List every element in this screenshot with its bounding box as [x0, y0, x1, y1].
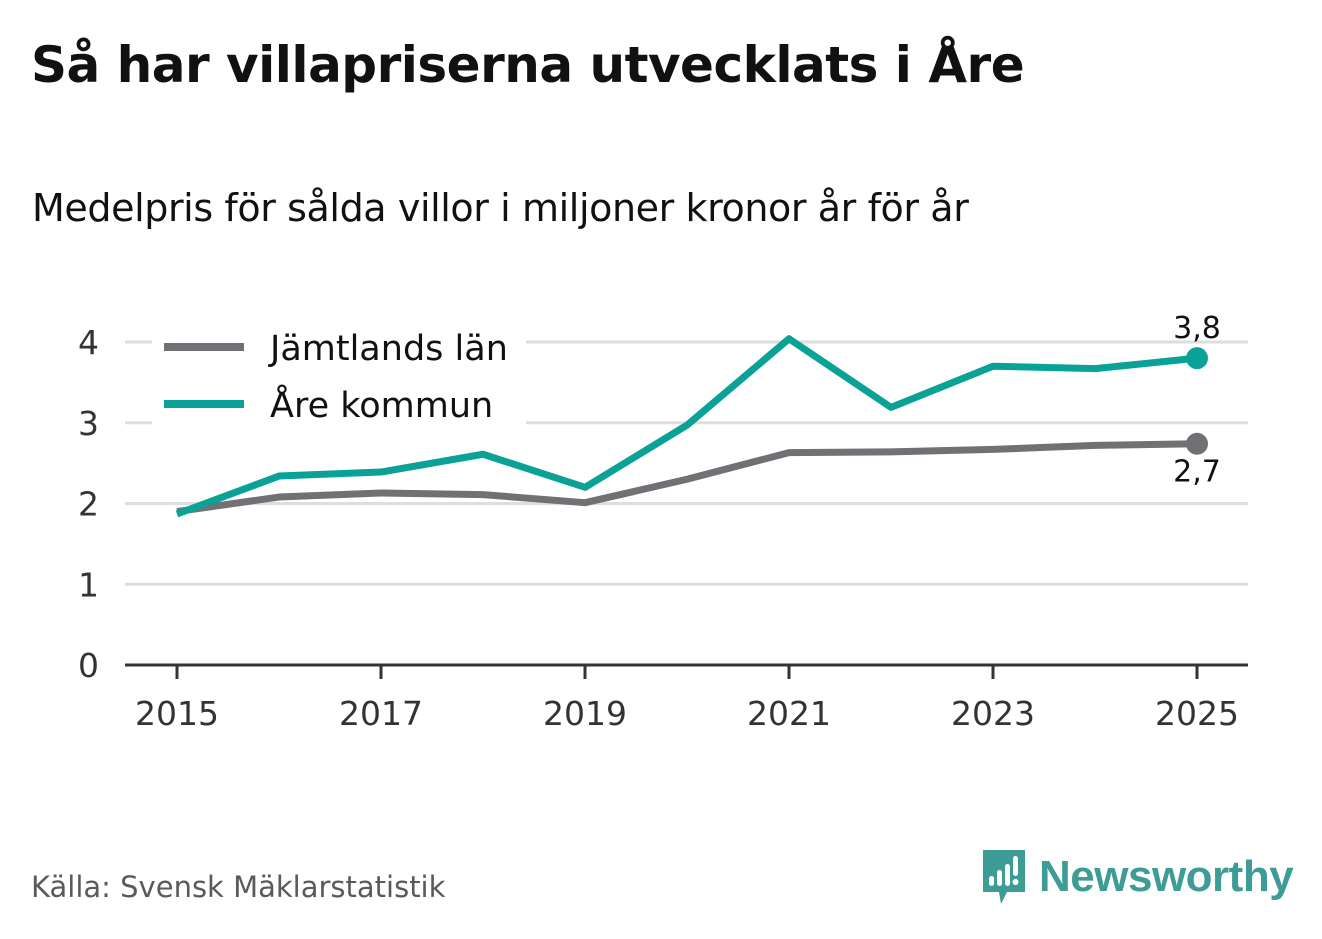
series-lines [175, 335, 1208, 518]
x-axis: 2015 2017 2019 2021 2023 2025 [125, 663, 1248, 733]
source-note: Källa: Svensk Mäklarstatistik [31, 870, 446, 904]
bar-chart-speech-bubble-icon [983, 850, 1025, 904]
end-value-label-0: 2,7 [1173, 455, 1221, 490]
y-axis-ticks: 0 1 2 3 4 [78, 323, 99, 685]
brand-name: Newsworthy [1039, 852, 1294, 901]
end-labels: 2,7 3,8 [1173, 311, 1221, 490]
series-line-0 [176, 440, 1198, 516]
x-tick-label-2015: 2015 [135, 694, 219, 733]
legend: Jämtlands län Åre kommun [152, 318, 526, 426]
x-tick-label-2023: 2023 [951, 694, 1035, 733]
series-end-point-1 [1186, 347, 1208, 370]
chart-subtitle: Medelpris för sålda villor i miljoner kr… [32, 186, 969, 230]
y-tick-label-4: 4 [78, 323, 99, 362]
chart-title: Så har villapriserna utvecklats i Åre [31, 36, 1025, 94]
legend-label-0: Jämtlands län [268, 329, 508, 369]
series-line-1 [175, 335, 1198, 518]
x-tick-label-2017: 2017 [339, 694, 423, 733]
series-end-point-0 [1186, 432, 1208, 455]
newsworthy-logo: Newsworthy [981, 846, 1294, 908]
x-tick-label-2019: 2019 [543, 694, 627, 733]
y-tick-label-0: 0 [78, 646, 99, 685]
y-tick-label-3: 3 [78, 404, 99, 443]
x-tick-label-2025: 2025 [1155, 694, 1239, 733]
legend-label-1: Åre kommun [270, 383, 493, 426]
y-tick-label-1: 1 [78, 565, 99, 604]
end-value-label-1: 3,8 [1173, 311, 1221, 346]
y-tick-label-2: 2 [78, 485, 99, 524]
x-tick-label-2021: 2021 [747, 694, 831, 733]
